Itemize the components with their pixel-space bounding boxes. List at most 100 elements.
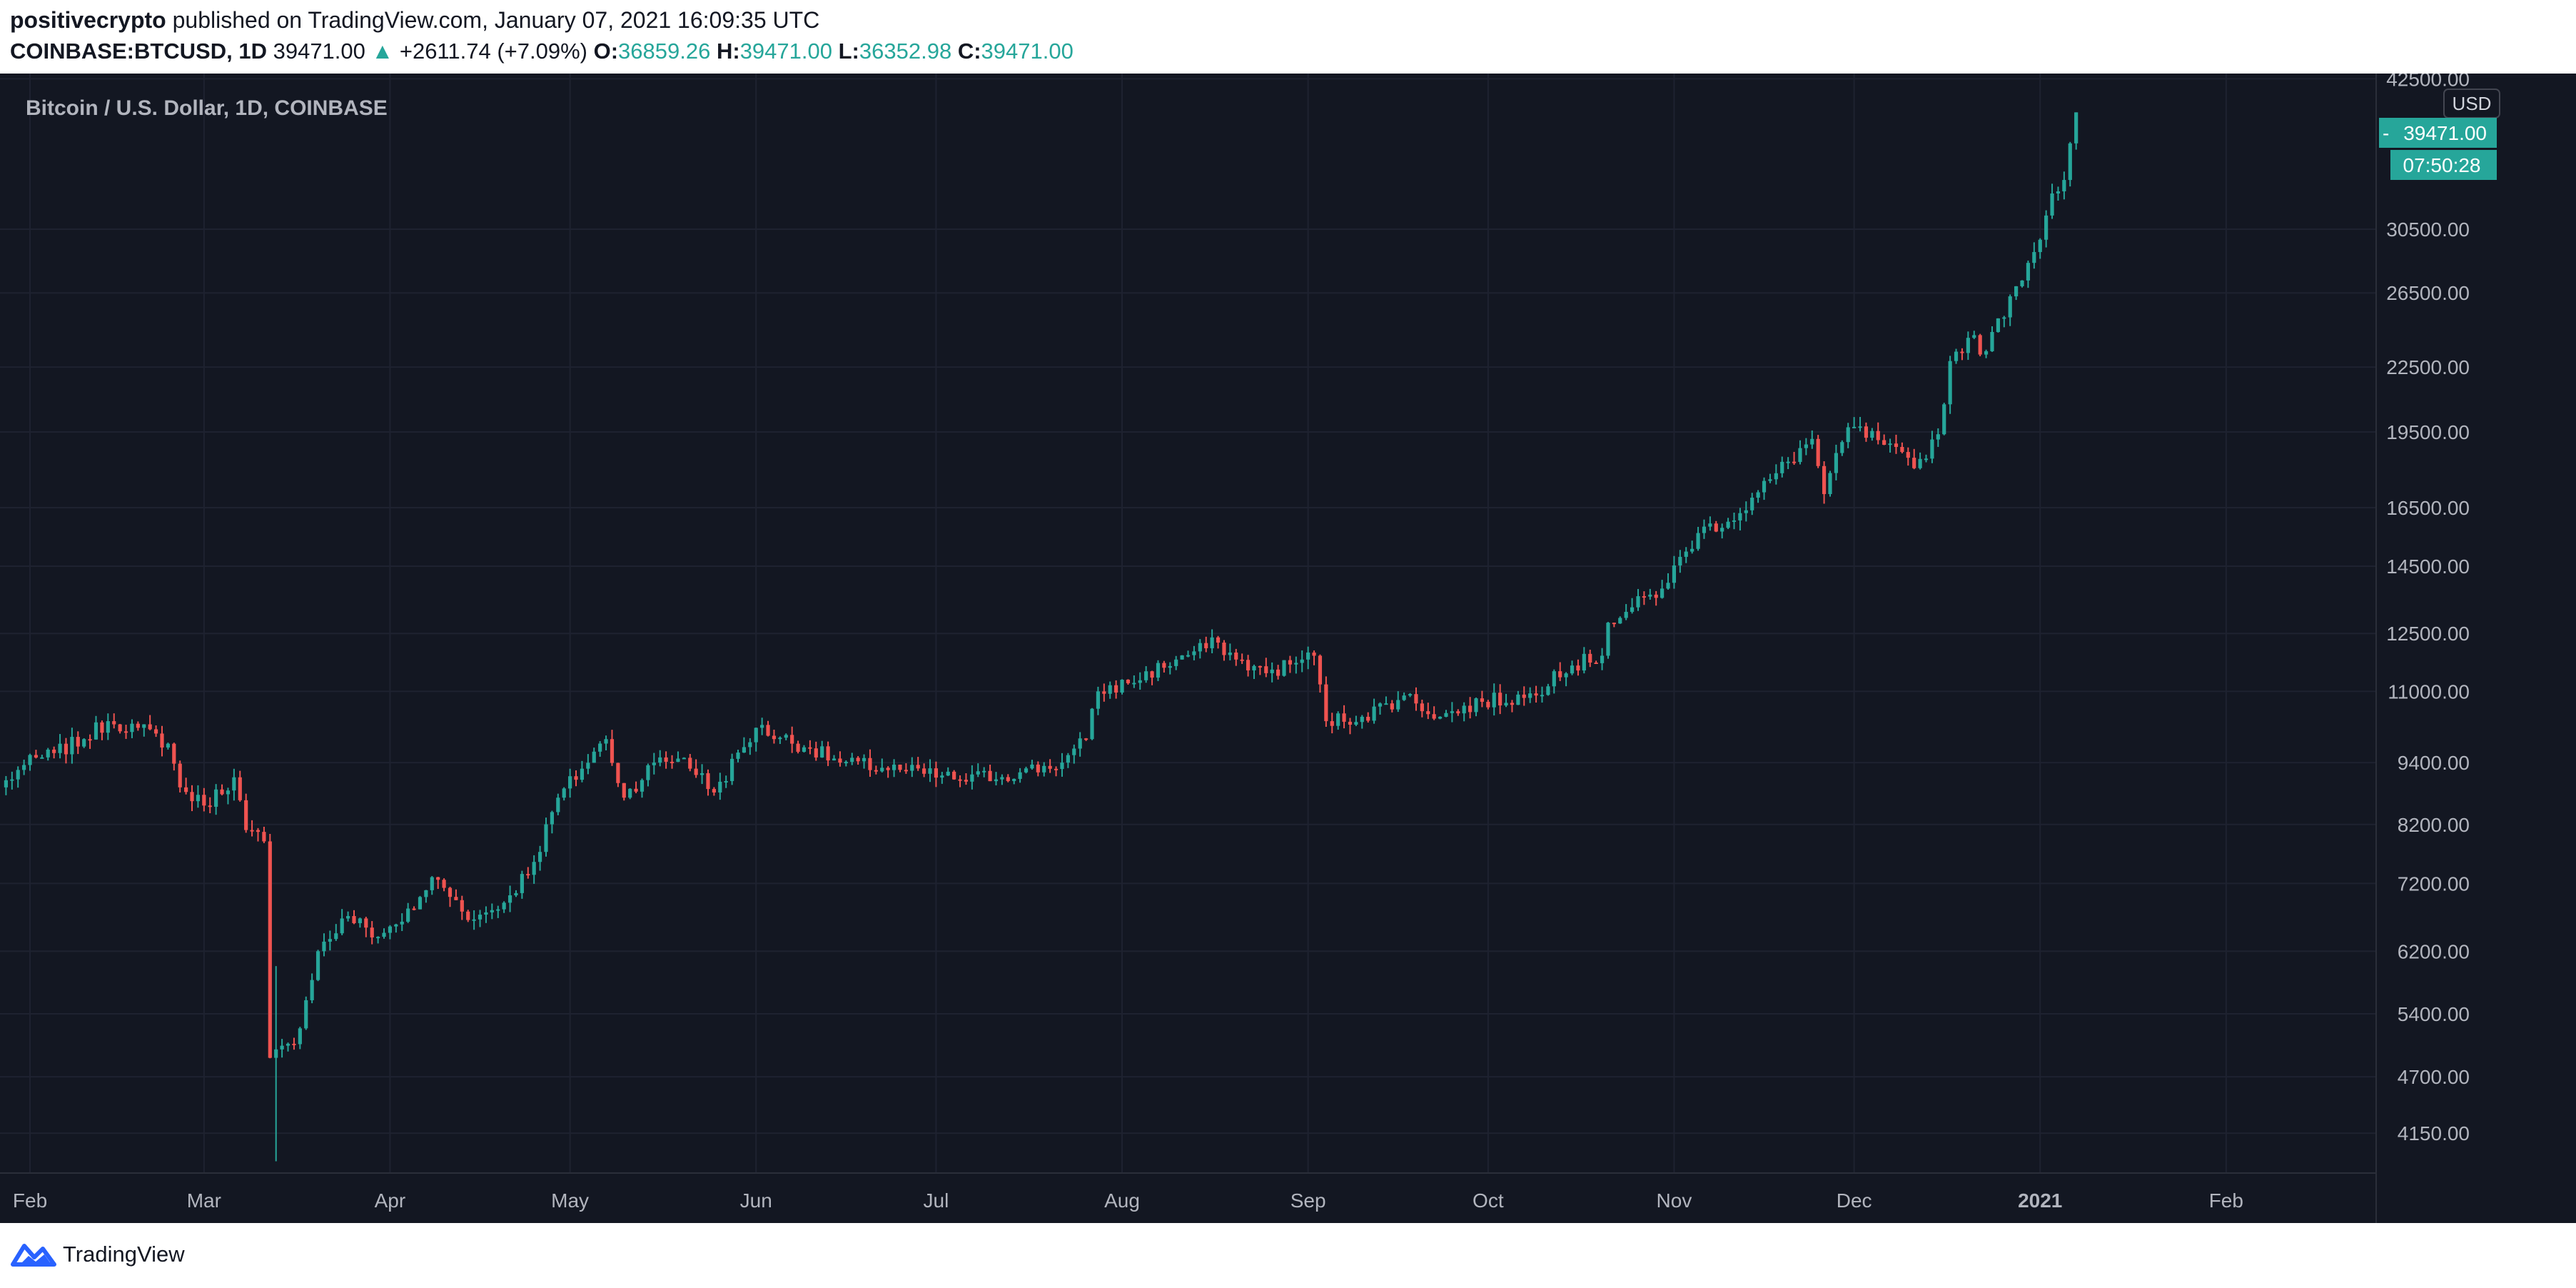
candle-body [58, 743, 62, 753]
candle-body [1660, 588, 1665, 598]
candle-body [1228, 652, 1232, 655]
candle-body [1126, 680, 1131, 683]
candle-body [1186, 655, 1191, 657]
candle-body [82, 739, 86, 747]
candle-body [760, 725, 764, 728]
x-tick-label: Jul [924, 1189, 949, 1212]
candle-body [40, 757, 44, 759]
candle-body [2020, 280, 2024, 286]
candle-body [880, 768, 884, 772]
price-chart[interactable]: 42500.00 30500.00 26500.00 22500.00 19500.00… [0, 74, 2576, 1223]
candle-body [1282, 660, 1286, 676]
candle-body [2056, 191, 2061, 194]
candle-body [1288, 660, 1293, 665]
change-value: +2611.74 (+7.09%) [399, 39, 587, 64]
last-price-tag-label: 39471.00 [2403, 122, 2487, 144]
candle-body [1564, 673, 1568, 678]
candle-body [1462, 705, 1466, 714]
candle-body [598, 743, 602, 752]
candle-body [1834, 453, 1839, 473]
candle-body [100, 722, 104, 733]
candle-body [712, 789, 716, 793]
candle-body [256, 830, 261, 832]
candle-body [856, 758, 860, 762]
candle-body [1762, 481, 1767, 493]
candle-body [850, 758, 854, 763]
candle-body [1618, 618, 1622, 624]
candle-body [1822, 466, 1827, 495]
candle-body [1798, 448, 1802, 463]
x-tick-label: Sep [1290, 1189, 1326, 1212]
candle-body [153, 729, 158, 734]
candle-body [844, 762, 848, 764]
candle-body [376, 937, 380, 939]
candle-body [123, 731, 128, 733]
candle-body [328, 939, 332, 942]
candle-body [784, 735, 788, 738]
candle-body [183, 787, 188, 793]
y-tick-label: 14500.00 [2386, 555, 2470, 578]
y-tick-label: 11000.00 [2388, 680, 2470, 703]
candle-body [4, 780, 9, 788]
candle-body [1876, 431, 1880, 441]
candle-body [304, 1000, 308, 1029]
candle-body [556, 798, 560, 812]
close-label: C: [957, 39, 981, 64]
candle-body [634, 788, 638, 792]
candle-body [622, 783, 626, 798]
candle-body [1234, 652, 1238, 660]
candle-body [1582, 653, 1586, 671]
x-tick-label: Apr [375, 1189, 406, 1212]
candle-body [1396, 700, 1400, 710]
candle-body [250, 830, 254, 832]
candle-body [718, 781, 722, 793]
candle-body [460, 900, 464, 912]
candle-body [796, 743, 800, 752]
candle-body [1624, 611, 1628, 618]
candle-body [1528, 693, 1532, 698]
candle-body [1426, 711, 1430, 715]
candle-body [1078, 738, 1082, 749]
footer-brand[interactable]: TradingView [63, 1242, 185, 1267]
candle-body [1036, 764, 1040, 773]
candle-body [1648, 594, 1652, 597]
candle-body [1630, 607, 1635, 612]
candle-body [586, 763, 590, 769]
candle-body [292, 1043, 296, 1045]
candle-body [1708, 523, 1712, 527]
candle-body [46, 749, 50, 758]
candle-body [1948, 361, 1952, 405]
candle-body [466, 911, 470, 920]
candle-body [1384, 703, 1388, 705]
candle-body [448, 887, 453, 897]
candle-body [1156, 663, 1161, 678]
countdown-tag-label: 07:50:28 [2403, 154, 2481, 176]
candle-body [574, 776, 578, 780]
candle-body [652, 763, 656, 765]
candle-body [1744, 510, 1748, 513]
candle-body [922, 768, 926, 774]
author-name[interactable]: positivecrypto [10, 7, 166, 33]
y-tick-label: 7200.00 [2398, 872, 2470, 895]
candle-body [1816, 438, 1820, 466]
candle-body [1042, 765, 1046, 773]
candle-body [1774, 473, 1778, 480]
candle-body [1522, 694, 1526, 698]
candle-body [946, 771, 950, 776]
chart-panel[interactable]: 42500.00 30500.00 26500.00 22500.00 19500.00… [0, 74, 2576, 1223]
tradingview-logo-icon[interactable] [10, 1240, 57, 1269]
candle-body [1330, 721, 1334, 726]
candle-body [202, 795, 206, 806]
candle-body [1378, 703, 1383, 707]
countdown-tag [2390, 150, 2497, 180]
candle-body [994, 779, 999, 782]
candle-body [345, 916, 350, 919]
candle-body [1852, 426, 1857, 428]
candle-body [766, 725, 770, 736]
candle-body [94, 722, 99, 740]
candle-body [988, 770, 992, 782]
candle-body [370, 927, 374, 937]
candle-body [1738, 513, 1742, 520]
candle-body [298, 1028, 302, 1045]
candle-body [1336, 713, 1340, 726]
